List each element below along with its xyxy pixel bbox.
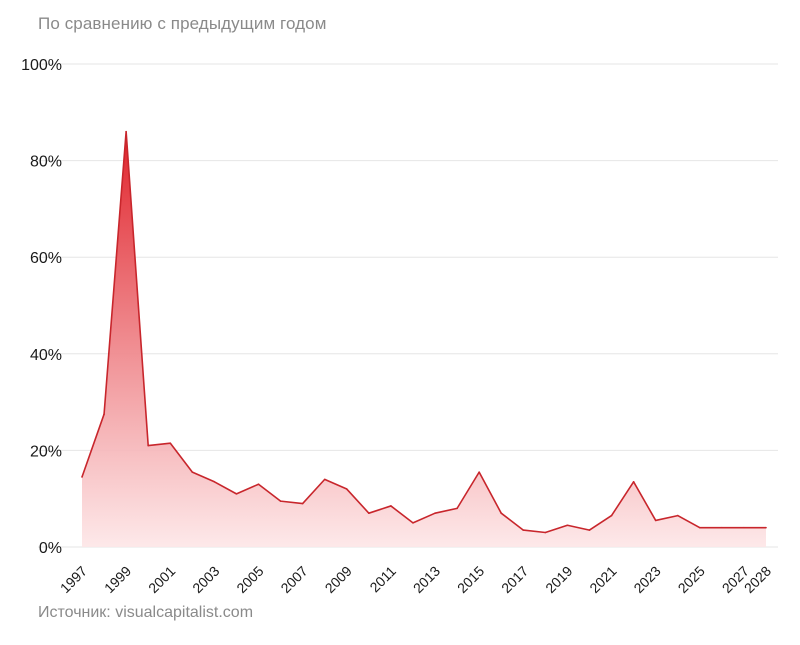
x-tick-label: 2013	[410, 563, 443, 596]
data-point	[743, 526, 745, 529]
x-tick-label: 2015	[454, 563, 487, 596]
data-point	[412, 522, 414, 524]
x-tick-label: 2003	[189, 563, 222, 596]
x-tick-label: 2005	[233, 563, 266, 596]
x-tick-label: 1997	[57, 563, 90, 596]
data-point	[147, 444, 149, 447]
area-fill	[82, 131, 766, 547]
y-tick-label: 0%	[39, 540, 62, 557]
data-point	[699, 526, 701, 529]
x-tick-label: 2009	[322, 563, 355, 596]
x-tick-label: 2025	[675, 563, 708, 596]
data-point	[301, 502, 304, 505]
data-point	[632, 480, 635, 483]
series-line	[81, 130, 766, 534]
data-point	[456, 507, 458, 510]
data-point	[103, 413, 105, 415]
data-point	[257, 483, 260, 486]
y-axis-ticks: 0% 20% 40% 60% 80% 100%	[21, 57, 62, 557]
data-point	[721, 526, 723, 529]
area-series	[81, 130, 767, 547]
data-point	[522, 529, 525, 531]
data-point	[500, 512, 503, 514]
y-tick-label: 60%	[30, 250, 62, 267]
data-point	[279, 500, 282, 502]
x-tick-label: 2017	[498, 563, 531, 596]
data-point	[676, 514, 679, 517]
data-point	[610, 514, 613, 517]
data-point	[765, 526, 767, 529]
data-point	[169, 442, 172, 444]
data-point	[345, 488, 348, 490]
x-tick-label: 2028	[741, 563, 774, 596]
x-tick-label: 2011	[366, 563, 399, 596]
x-tick-label: 2001	[145, 563, 178, 596]
data-point	[544, 531, 547, 534]
chart-subtitle: По сравнению с предыдущим годом	[38, 14, 327, 33]
y-tick-label: 20%	[30, 443, 62, 460]
x-tick-label: 2021	[586, 563, 619, 596]
data-point	[125, 130, 127, 133]
data-point	[213, 480, 216, 483]
data-point	[566, 524, 569, 527]
x-tick-label: 2023	[630, 563, 663, 596]
data-point	[191, 471, 194, 473]
x-tick-label: 2019	[542, 563, 575, 596]
chart-source: Источник: visualcapitalist.com	[38, 604, 254, 621]
y-tick-label: 100%	[21, 57, 62, 74]
x-tick-label: 2007	[277, 563, 310, 596]
x-tick-label: 1999	[101, 563, 134, 596]
data-point	[81, 476, 83, 478]
x-axis-ticks: 1997 1999 2001 2003 2005 2007 2009 2011 2013 2015…	[57, 563, 774, 596]
data-point	[478, 471, 480, 473]
data-point	[368, 512, 370, 514]
data-point	[235, 493, 238, 495]
data-point	[323, 478, 326, 481]
y-tick-label: 40%	[30, 347, 62, 364]
data-point	[390, 505, 392, 507]
y-tick-label: 80%	[30, 154, 62, 171]
data-point	[588, 529, 591, 531]
data-point	[434, 512, 436, 514]
data-point	[654, 519, 657, 522]
